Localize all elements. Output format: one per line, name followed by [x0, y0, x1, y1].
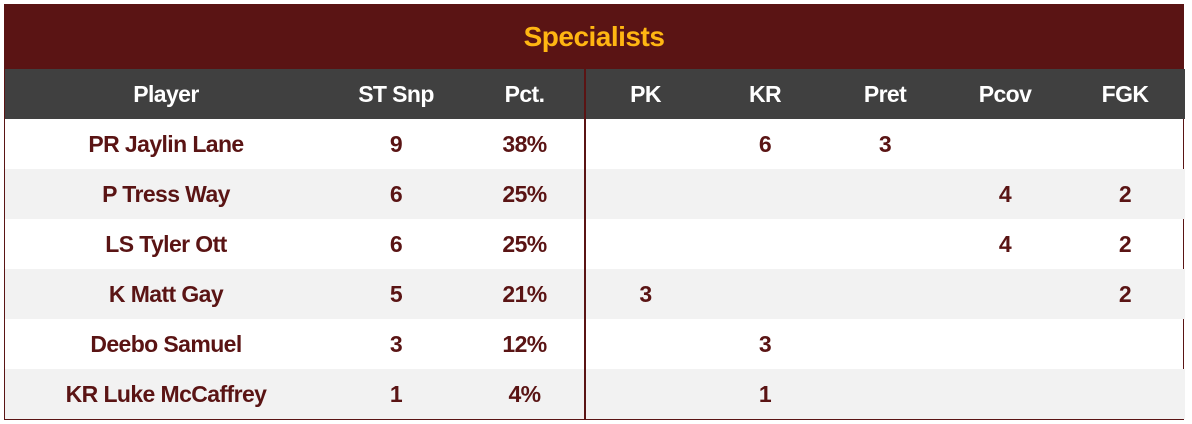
stat-cell: [825, 219, 945, 269]
player-name-cell: KR Luke McCaffrey: [5, 369, 327, 419]
stat-cell: [1065, 369, 1185, 419]
stat-cell: 3: [389, 330, 403, 357]
header-row: Player ST Snp Pct. PK KR Pret Pcov FGK: [5, 69, 1185, 119]
stat-cell: [825, 269, 945, 319]
stat-cell: [1065, 319, 1185, 369]
stat-cell: [705, 169, 825, 219]
stat-cell: [945, 369, 1065, 419]
stat-cell: 2: [1118, 230, 1132, 257]
stat-cell: [825, 369, 945, 419]
stat-cell: [584, 319, 705, 369]
table-row: Deebo Samuel 3 12% 3: [5, 319, 1185, 369]
stat-cell: [825, 319, 945, 369]
stat-cell: 6: [758, 130, 772, 157]
stat-cell: [945, 269, 1065, 319]
table-row: PR Jaylin Lane 9 38% 6 3: [5, 119, 1185, 169]
stat-cell: 5: [327, 269, 465, 319]
player-name-cell: K Matt Gay: [5, 269, 327, 319]
stat-cell: 3: [758, 330, 772, 357]
stat-cell: 1: [705, 369, 825, 419]
stat-cell: [945, 119, 1065, 169]
stat-cell: 2: [1065, 269, 1185, 319]
stat-cell: 6: [327, 169, 465, 219]
column-header-player: Player: [5, 69, 327, 119]
stat-cell: [584, 219, 705, 269]
stat-cell: 4%: [465, 369, 585, 419]
stat-cell: 38%: [502, 130, 547, 157]
column-header-pk: PK: [584, 69, 705, 119]
stat-cell: [584, 169, 705, 219]
player-name-cell: Deebo Samuel: [90, 330, 242, 357]
player-name-cell: PR Jaylin Lane: [88, 130, 244, 157]
stat-cell: [1065, 119, 1185, 169]
stat-cell: 4: [945, 169, 1065, 219]
stat-cell: 9: [389, 130, 403, 157]
table-row: P Tress Way 6 25% 4 2: [5, 169, 1185, 219]
table-row: KR Luke McCaffrey 1 4% 1: [5, 369, 1185, 419]
table-title: Specialists: [5, 5, 1183, 69]
stat-cell: [584, 369, 705, 419]
stat-cell: 25%: [502, 230, 547, 257]
stat-cell: 4: [998, 230, 1012, 257]
stat-cell: 1: [327, 369, 465, 419]
specialists-table: Player ST Snp Pct. PK KR Pret Pcov FGK PR Jayli…: [5, 69, 1186, 419]
stat-cell: [584, 119, 705, 169]
stat-cell: 25%: [465, 169, 585, 219]
player-name-cell: LS Tyler Ott: [105, 230, 227, 257]
column-header-st-snp: ST Snp: [327, 69, 465, 119]
stat-cell: [945, 319, 1065, 369]
table-row: LS Tyler Ott 6 25% 4 2: [5, 219, 1185, 269]
column-header-kr: KR: [705, 69, 825, 119]
player-name-cell: P Tress Way: [5, 169, 327, 219]
stat-cell: 12%: [502, 330, 547, 357]
column-header-pcov: Pcov: [945, 69, 1065, 119]
specialists-table-container: Specialists Player ST Snp Pct. PK KR Pret Pcov…: [4, 4, 1186, 420]
stat-cell: 21%: [465, 269, 585, 319]
table-row: K Matt Gay 5 21% 3 2: [5, 269, 1185, 319]
stat-cell: 3: [878, 130, 892, 157]
stat-cell: 6: [389, 230, 403, 257]
stat-cell: 3: [584, 269, 705, 319]
stat-cell: [705, 219, 825, 269]
column-header-fgk: FGK: [1065, 69, 1185, 119]
stat-cell: [705, 269, 825, 319]
stat-cell: 2: [1065, 169, 1185, 219]
column-header-pct: Pct.: [465, 69, 585, 119]
column-header-pret: Pret: [825, 69, 945, 119]
stat-cell: [825, 169, 945, 219]
